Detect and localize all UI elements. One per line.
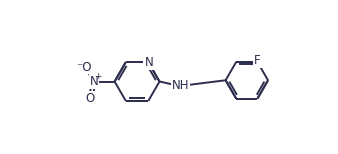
Text: +: + [94, 72, 102, 81]
Text: N: N [144, 56, 153, 69]
Text: O: O [85, 92, 94, 105]
Text: ⁻O: ⁻O [76, 61, 91, 74]
Text: F: F [254, 54, 261, 67]
Text: N: N [90, 75, 98, 88]
Text: NH: NH [172, 79, 190, 92]
